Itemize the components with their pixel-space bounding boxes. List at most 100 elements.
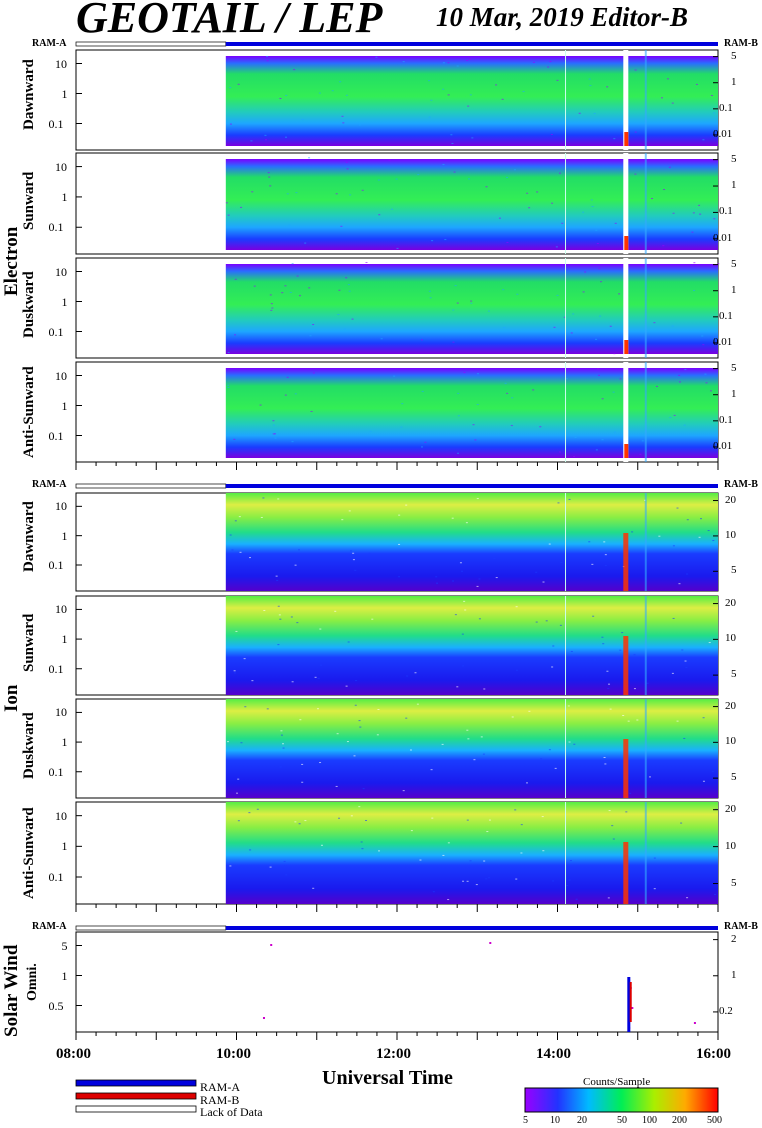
spectrogram-speckle [274, 437, 277, 439]
spectrogram-speckle [520, 852, 523, 854]
colorbar-tick: 50 [617, 1115, 627, 1126]
spectrogram-speckle [417, 174, 420, 176]
spectrogram-speckle [371, 618, 374, 620]
spectrogram-speckle [676, 720, 679, 722]
panel-ylabel: Dawnward [21, 59, 37, 131]
spectrogram-speckle [253, 285, 256, 287]
spectrogram-speckle [284, 136, 287, 138]
spectrogram-speckle [334, 610, 337, 612]
spectrogram-speckle [569, 860, 572, 862]
spectrogram-speckle [483, 860, 486, 862]
spectrogram-speckle [338, 289, 341, 291]
spectrogram-speckle [595, 449, 598, 451]
spectrogram-speckle [234, 334, 237, 336]
spectrogram-speckle [597, 374, 600, 376]
spectrogram-speckle [457, 415, 460, 417]
spectrogram-speckle [260, 516, 263, 518]
spectrogram-speckle [476, 585, 479, 587]
spectrogram-speckle [711, 770, 714, 772]
spectrogram-speckle [495, 577, 498, 579]
spectrogram-speckle [573, 743, 576, 745]
spectrogram-speckle [552, 880, 555, 882]
spectrogram-speckle [595, 229, 598, 231]
spectrogram-speckle [511, 716, 514, 718]
spectrogram-speckle [715, 235, 718, 237]
spectrogram-speckle [582, 291, 585, 293]
spectrogram-speckle [570, 650, 573, 652]
spectrogram-speckle [393, 375, 396, 377]
panel-ylabel: Duskward [21, 271, 37, 339]
spectrogram-speckle [281, 292, 284, 294]
solar-wind-point [262, 1017, 265, 1019]
spectrogram-speckle [604, 564, 607, 566]
spectrogram-speckle [442, 88, 445, 90]
spectrogram-speckle [516, 293, 519, 295]
y-tick-label: 0.01 [713, 231, 733, 244]
spectrogram-speckle [263, 609, 266, 611]
spectrogram-fill [225, 368, 719, 458]
spectrogram-speckle [419, 859, 422, 861]
y-tick-label: 0.1 [48, 870, 64, 884]
spectrogram-speckle [614, 222, 617, 224]
spectrogram-speckle [378, 850, 381, 852]
spectrogram-speckle [238, 516, 241, 518]
ram-bar-lack-of-data [75, 483, 227, 489]
spectrogram-speckle [234, 520, 237, 522]
spectrogram-speckle [709, 390, 712, 392]
spectrogram-speckle [629, 792, 632, 794]
spectrogram-speckle [451, 517, 454, 519]
spectrogram-speckle [447, 842, 450, 844]
spectrogram-speckle [456, 302, 459, 304]
y-tick-label: 1 [61, 294, 68, 309]
spectrogram-speckle [621, 632, 624, 634]
spectrogram-speckle [312, 324, 315, 326]
spectrogram-speckle [268, 176, 271, 178]
spectrogram-fill [225, 596, 719, 695]
y-tick-label: 10 [55, 499, 67, 514]
panel-frame [75, 931, 719, 1033]
spectrogram-speckle [590, 199, 593, 201]
spectrogram-speckle [424, 441, 427, 443]
spectrogram-speckle [619, 378, 622, 380]
spectrogram-speckle [319, 762, 322, 764]
x-tick-label: 16:00 [696, 1046, 731, 1062]
legend-label-ram-b: RAM-B [200, 1093, 240, 1107]
panel-ylabel: Sunward [21, 171, 37, 231]
spectrogram-speckle [503, 326, 506, 328]
y-tick-label: 1 [61, 189, 68, 204]
spectrogram-speckle [280, 734, 283, 736]
spectrogram-speckle [296, 275, 299, 277]
spectrogram-speckle [276, 579, 279, 581]
spectrogram-speckle [301, 781, 304, 783]
spectrogram-speckle [361, 848, 364, 850]
spectrogram-speckle [561, 222, 564, 224]
spectrogram-speckle [476, 373, 479, 375]
spectrogram-speckle [236, 792, 239, 794]
spectrogram-speckle [607, 897, 610, 899]
spectrogram-speckle [365, 819, 368, 821]
spectrogram-speckle [400, 426, 403, 428]
spectrogram-speckle [553, 326, 556, 328]
spectrogram-speckle [298, 549, 301, 551]
spectrogram-speckle [596, 242, 599, 244]
spectrogram-speckle [475, 884, 478, 886]
spectrogram-speckle [239, 551, 242, 553]
y-tick-label: 10 [55, 56, 67, 71]
spectrogram-speckle [713, 218, 716, 220]
page-title: GEOTAIL / LEP [76, 0, 383, 42]
spectrogram-speckle [376, 734, 379, 736]
spectrogram-speckle [348, 290, 351, 292]
spectrogram-speckle [600, 281, 603, 283]
spectrogram-speckle [401, 403, 404, 405]
spectrogram-speckle [478, 578, 481, 580]
spectrogram-speckle [398, 543, 401, 545]
spectrogram-speckle [227, 386, 230, 388]
spectrogram-speckle [678, 381, 681, 383]
spectrogram-speckle [591, 206, 594, 208]
spectrogram-speckle [442, 62, 445, 64]
spectrogram-speckle [660, 97, 663, 99]
spectrogram-speckle [346, 741, 349, 743]
y-tick-label: 10 [725, 839, 736, 852]
spectrogram-speckle [338, 817, 341, 819]
spectrogram-speckle [290, 616, 293, 618]
